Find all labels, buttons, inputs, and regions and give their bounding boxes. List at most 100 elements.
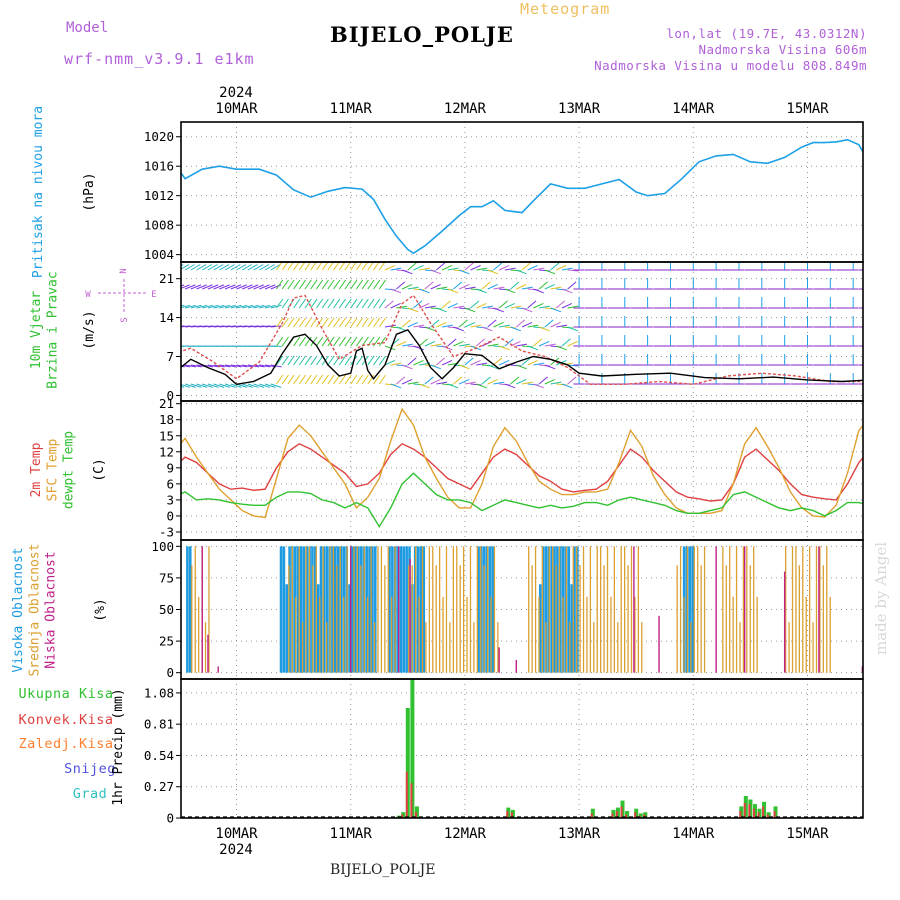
wind-barb [202,383,213,388]
wind-barb [230,304,242,309]
wind-barb [378,355,387,366]
wind-barb [281,336,289,347]
wind-barb [561,302,573,309]
y-tick-label: -3 [159,524,174,539]
wind-barb [464,262,474,271]
wind-barb [219,325,231,328]
temp-2m-line [181,442,863,502]
wind-barb [276,355,284,366]
wind-barb [184,383,196,388]
wind-barb [396,376,406,385]
wind-barb [316,298,324,309]
compass-south: S [120,317,130,322]
wind-barb [202,325,214,328]
wind-barb [259,264,270,271]
wind-barb [264,264,275,271]
wind-barb [196,304,208,309]
wind-barb [441,359,453,366]
wind-barb [253,264,264,271]
wind-barb [378,279,387,290]
wind-barb [321,298,329,309]
precip-legend-item: Zaledj.Kisa [19,736,114,752]
wind-barb [436,286,448,290]
wind-barb [259,284,270,290]
wind-barb [247,284,259,290]
bottom-date-label: 15MAR [786,826,829,842]
precip-legend-item: Snijeg [64,761,116,777]
wind-barb [207,264,218,271]
wind-barb [498,359,510,366]
wind-barb [190,264,201,271]
y-tick-label: 3 [166,492,174,507]
wind-barbs [181,262,863,389]
wind-barb [321,317,329,328]
wind-barb [373,317,381,328]
wind-barb [521,357,531,366]
y-tick-label: 0.54 [144,748,174,763]
wind-barb [276,317,284,328]
wind-barb [504,288,516,294]
wind-barb [550,262,560,271]
wind-barb [527,324,539,328]
wind-barb [304,279,312,290]
wind-barb [515,319,526,328]
wind-barb [544,269,556,275]
wind-barb [333,336,341,347]
wind-barb [384,324,396,328]
pressure-line [181,138,863,255]
wind-barb [344,298,352,309]
wind-barb [321,279,329,290]
bottom-date-label: 10MAR [215,826,258,842]
wind-barb [447,267,459,271]
wind-barb [241,264,252,271]
cloud-low-axis-label: Niska Oblacnost [44,551,59,668]
wind-barb [384,359,396,366]
wind-barb [287,279,295,290]
wind-barb [550,286,562,290]
precip-conv-bar [743,802,746,818]
wind-barb [498,264,510,271]
wind-barb [493,381,505,385]
wind-barb [470,359,481,366]
lonlat-label: lon,lat (19.7E, 43.0312N) [666,26,867,41]
wind-barb [447,338,457,347]
wind-barb [453,376,463,385]
wind-barb [321,374,329,385]
wind-barb [310,317,318,328]
wind-barb [264,304,276,309]
station-title: BIJELO_POLJE [330,22,514,47]
wind-barb [419,383,430,389]
precip-legend-item: Konvek.Kisa [19,712,114,728]
y-tick-label: 50 [159,602,174,617]
wind-barb [458,319,468,328]
wind-barb [310,374,318,385]
wind-barb [367,355,375,366]
wind-barb [436,357,446,366]
wind-barb [567,376,577,385]
y-tick-label: 1008 [144,218,174,233]
wind-barb [181,325,185,327]
wind-barb [259,364,271,368]
wind-barb [436,307,447,313]
wind-barb [533,362,545,366]
wind-barb [498,300,508,309]
precip-conv-bar [506,811,509,818]
top-year-label: 2024 [219,85,253,101]
panel-frame-precipitation [180,678,864,819]
wind-barb [264,284,276,290]
precip-conv-bar [766,814,769,818]
wind-barb [538,376,548,385]
wind-barb [373,298,381,309]
wind-barb [493,286,505,290]
wind-barb [213,304,225,309]
wind-barb [219,383,230,388]
wind-barb [190,304,202,309]
wind-barb [202,304,214,309]
wind-barb [458,378,470,385]
wind-barb [481,281,491,290]
wind-barb [493,262,503,271]
wind-barb [184,284,196,290]
wind-barb [401,283,413,290]
precip-conv-bar [739,811,742,818]
wind-barb [190,284,202,290]
